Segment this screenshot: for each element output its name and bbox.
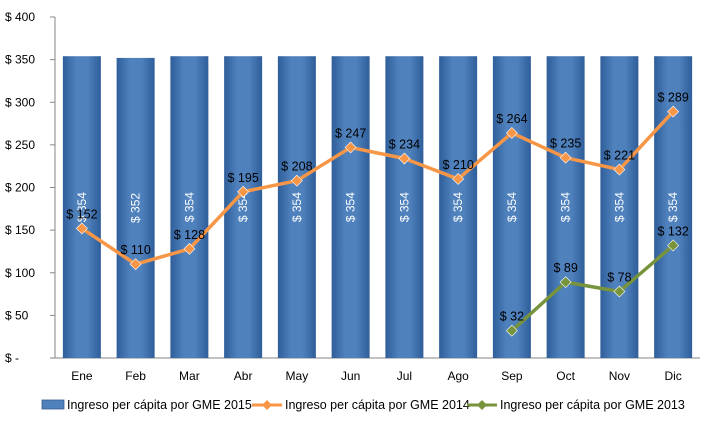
bar-data-label: $ 354 <box>182 192 196 222</box>
line-data-label: $ 208 <box>281 160 312 174</box>
x-tick-label: Sep <box>501 369 523 383</box>
line-data-label: $ 78 <box>607 271 631 285</box>
y-tick-label: $ 400 <box>5 10 35 24</box>
y-tick-label: $ 200 <box>5 181 35 195</box>
legend-label: Ingreso per cápita por GME 2013 <box>500 398 685 412</box>
x-axis: Ene Feb Mar Abr May Jun Jul Ago Sep Oct Nov Dic <box>55 357 700 383</box>
x-tick-label: Ago <box>447 369 469 383</box>
line-point-marker <box>344 141 357 154</box>
bar <box>170 56 209 359</box>
line-series <box>75 105 680 337</box>
y-axis: $ - $ 50 $ 100 $ 150 $ 200 $ 250 $ 300 $ 350 $ 4… <box>5 10 56 365</box>
bar <box>600 56 639 359</box>
bar-data-label: $ 354 <box>344 192 358 222</box>
bar-data-label: $ 352 <box>129 193 143 223</box>
line-data-label: $ 128 <box>174 228 205 242</box>
bar-data-label: $ 354 <box>236 192 250 222</box>
x-tick-label: Ene <box>71 369 93 383</box>
y-tick-label: $ 300 <box>5 95 35 109</box>
x-tick-label: May <box>286 369 309 383</box>
line-point-marker <box>183 242 196 255</box>
series-line <box>80 110 675 266</box>
line-data-label: $ 195 <box>227 171 258 185</box>
line-data-label: $ 234 <box>389 138 420 152</box>
x-tick-label: Dic <box>664 369 681 383</box>
line-data-label: $ 210 <box>442 158 473 172</box>
line-point-marker <box>237 185 250 198</box>
bar-data-labels: $ 354 $ 352 $ 354 $ 354 $ 354 $ 354 $ 354 $ 354… <box>75 192 680 223</box>
line-point-marker <box>559 276 572 289</box>
bar <box>116 57 155 359</box>
bar <box>546 56 585 359</box>
legend-label: Ingreso per cápita por GME 2015 <box>67 398 252 412</box>
line-data-labels: $ 152 $ 110 $ 128 $ 195 $ 208 $ 247 $ 234 $ 210… <box>66 91 689 324</box>
line-point-marker <box>613 285 626 298</box>
bar <box>439 56 478 359</box>
x-tick-label: Abr <box>234 369 253 383</box>
bar <box>385 56 424 359</box>
line-point-marker <box>398 152 411 165</box>
line-data-label: $ 110 <box>120 243 150 257</box>
x-tick-label: Nov <box>609 369 630 383</box>
x-tick-label: Feb <box>125 369 146 383</box>
line-data-label: $ 221 <box>604 149 635 163</box>
line-data-label: $ 235 <box>550 137 581 151</box>
bar-data-label: $ 354 <box>666 192 680 222</box>
x-tick-label: Oct <box>556 369 575 383</box>
line-data-label: $ 32 <box>500 310 524 324</box>
bar-data-label: $ 354 <box>451 192 465 222</box>
x-tick-label: Jul <box>397 369 412 383</box>
y-tick-label: $ 350 <box>5 53 35 67</box>
line-point-marker <box>505 324 518 337</box>
series-line <box>510 244 675 333</box>
legend-swatch-bar <box>41 399 65 410</box>
line-point-marker <box>559 151 572 164</box>
y-tick-label: $ 50 <box>5 308 29 322</box>
y-tick-label: $ 250 <box>5 138 35 152</box>
x-tick-label: Jun <box>341 369 360 383</box>
bar-data-label: $ 354 <box>559 192 573 222</box>
line-data-label: $ 264 <box>496 112 527 126</box>
y-tick-label: $ - <box>5 351 19 365</box>
bar-data-label: $ 354 <box>505 192 519 222</box>
y-tick-label: $ 100 <box>5 266 35 280</box>
bar <box>331 56 370 359</box>
bar-data-label: $ 354 <box>612 192 626 222</box>
line-data-label: $ 89 <box>553 261 577 275</box>
legend-swatch-marker <box>477 400 487 410</box>
line-data-label: $ 152 <box>66 207 97 221</box>
bar-data-label: $ 354 <box>290 192 304 222</box>
line-point-marker <box>290 174 303 187</box>
line-point-marker <box>129 258 142 271</box>
bar <box>277 56 316 359</box>
bar-data-label: $ 354 <box>397 192 411 222</box>
bar-series <box>62 56 693 359</box>
line-point-marker <box>75 222 88 235</box>
line-point-marker <box>667 105 680 118</box>
line-data-label: $ 247 <box>335 126 366 140</box>
line-point-marker <box>667 239 680 252</box>
bar <box>492 56 531 359</box>
line-data-label: $ 289 <box>657 91 688 105</box>
line-data-label: $ 132 <box>657 224 688 238</box>
bar-data-label: $ 354 <box>75 192 89 222</box>
line-point-marker <box>505 127 518 139</box>
line-point-marker <box>452 173 465 185</box>
line-point-marker <box>613 163 626 176</box>
legend-label: Ingreso per cápita por GME 2014 <box>285 398 470 412</box>
y-tick-label: $ 150 <box>5 223 35 237</box>
legend: Ingreso per cápita por GME 2015 Ingreso p… <box>41 398 685 412</box>
legend-swatch-marker <box>262 400 272 410</box>
x-tick-label: Mar <box>179 369 200 383</box>
bar <box>62 56 101 359</box>
